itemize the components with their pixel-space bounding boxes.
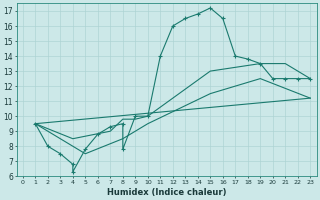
X-axis label: Humidex (Indice chaleur): Humidex (Indice chaleur) [107,188,226,197]
